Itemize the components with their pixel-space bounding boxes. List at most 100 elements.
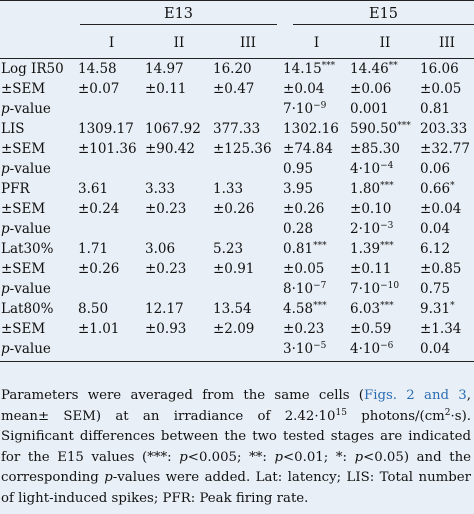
- table-cell: [213, 159, 283, 179]
- table-cell: 377.33: [213, 121, 261, 137]
- table-cell: ±0.24: [78, 201, 120, 217]
- table-cell: ±0.59: [350, 321, 392, 337]
- table-cell: [145, 159, 213, 179]
- stage-stub: [0, 28, 78, 59]
- table-cell: 0.001: [350, 101, 389, 117]
- table-cell: ±0.05: [283, 261, 325, 277]
- table-cell: ±0.11: [145, 81, 187, 97]
- table-cell: ±0.26: [213, 201, 255, 217]
- table-row: Lat30% 1.71 3.06 5.23 0.81*** 1.39*** 6.12: [0, 239, 474, 259]
- table-row: ±SEM ±0.07 ±0.11 ±0.47 ±0.04 ±0.06 ±0.05: [0, 79, 474, 99]
- table-cell: ±0.10: [350, 201, 392, 217]
- row-label: ±SEM: [1, 81, 46, 97]
- table-cell: [213, 339, 283, 359]
- table-cell: 8·10−7: [283, 281, 327, 297]
- table-row: LIS 1309.17 1067.92 377.33 1302.16 590.50*** 2…: [0, 119, 474, 139]
- row-label: p-value: [1, 281, 51, 297]
- significance-mark: *: [450, 301, 455, 311]
- table-cell: [145, 219, 213, 239]
- table-row: p-value 0.95 4·10−4 0.06: [0, 159, 474, 179]
- table-cell: 4·10−4: [350, 161, 394, 177]
- row-label: p-value: [1, 221, 51, 237]
- header-stub: [0, 0, 78, 28]
- group-header-e15: E15: [283, 0, 474, 28]
- table-cell: 16.20: [213, 61, 252, 77]
- table-cell: 0.75: [420, 281, 451, 297]
- table-cell: 7·10−9: [283, 101, 327, 117]
- table-cell: 1309.17: [78, 121, 134, 137]
- row-label: ±SEM: [1, 141, 46, 157]
- table-cell: 3.61: [78, 181, 109, 197]
- stage-header: III: [420, 28, 474, 59]
- table-cell: ±0.91: [213, 261, 255, 277]
- table-cell: [78, 99, 145, 119]
- stage-header: I: [78, 28, 145, 59]
- table-cell: ±74.84: [283, 141, 333, 157]
- table-cell: 14.15***: [283, 61, 336, 77]
- table-cell: 3·10−5: [283, 341, 327, 357]
- table-cell: 0.95: [283, 161, 314, 177]
- table-cell: ±0.93: [145, 321, 187, 337]
- table-cell: 6.12: [420, 241, 451, 257]
- table-row: ±SEM ±0.26 ±0.23 ±0.91 ±0.05 ±0.11 ±0.85: [0, 259, 474, 279]
- row-label: p-value: [1, 101, 51, 117]
- table-cell: 0.04: [420, 221, 451, 237]
- table-cell: 14.97: [145, 61, 184, 77]
- table-cell: ±1.01: [78, 321, 120, 337]
- table-cell: [213, 219, 283, 239]
- table-cell: 1067.92: [145, 121, 201, 137]
- table-cell: 1.39***: [350, 241, 394, 257]
- row-label: Lat80%: [1, 301, 54, 317]
- table-cell: 3.33: [145, 181, 176, 197]
- table-cell: ±0.04: [420, 201, 462, 217]
- table-row: p-value 8·10−7 7·10−10 0.75: [0, 279, 474, 299]
- table-cell: ±0.05: [420, 81, 462, 97]
- table-cell: 3.95: [283, 181, 314, 197]
- significance-mark: ***: [380, 301, 394, 311]
- row-label: p-value: [1, 341, 51, 357]
- table-cell: ±0.07: [78, 81, 120, 97]
- group-header-e13: E13: [78, 0, 284, 28]
- table-cell: 0.06: [420, 161, 451, 177]
- table-cell: 1.80***: [350, 181, 394, 197]
- table-cell: 0.04: [420, 341, 451, 357]
- significance-mark: −4: [380, 161, 394, 171]
- table-cell: ±0.26: [283, 201, 325, 217]
- row-label: Log IR50: [1, 61, 64, 77]
- figure-link[interactable]: Figs. 2 and 3: [363, 388, 467, 403]
- table-cell: 14.58: [78, 61, 117, 77]
- table-cell: ±125.36: [213, 141, 272, 157]
- group-label-e13: E13: [80, 4, 278, 25]
- significance-mark: −3: [380, 221, 394, 231]
- table-row: ±SEM ±1.01 ±0.93 ±2.09 ±0.23 ±0.59 ±1.34: [0, 319, 474, 339]
- table-cell: [78, 219, 145, 239]
- table-cell: ±0.26: [78, 261, 120, 277]
- significance-mark: *: [450, 181, 455, 191]
- table-cell: 1302.16: [283, 121, 339, 137]
- table-cell: 4.58***: [283, 301, 327, 317]
- table-cell: 3.06: [145, 241, 176, 257]
- significance-mark: ***: [380, 241, 394, 251]
- table-cell: 1.71: [78, 241, 109, 257]
- table-row: PFR 3.61 3.33 1.33 3.95 1.80*** 0.66*: [0, 179, 474, 199]
- table-cell: 9.31*: [420, 301, 455, 317]
- table-cell: [145, 99, 213, 119]
- row-label: ±SEM: [1, 201, 46, 217]
- table-cell: ±0.06: [350, 81, 392, 97]
- stage-header: II: [145, 28, 213, 59]
- row-label: Lat30%: [1, 241, 54, 257]
- table-cell: ±1.34: [420, 321, 462, 337]
- table-cell: [78, 159, 145, 179]
- significance-mark: −10: [380, 281, 400, 291]
- table-cell: ±90.42: [145, 141, 195, 157]
- table-cell: ±0.04: [283, 81, 325, 97]
- table-cell: 0.81: [420, 101, 451, 117]
- significance-mark: −9: [313, 101, 327, 111]
- table-cell: ±2.09: [213, 321, 255, 337]
- table-row: Lat80% 8.50 12.17 13.54 4.58*** 6.03*** 9.31*: [0, 299, 474, 319]
- table-cell: ±32.77: [420, 141, 470, 157]
- table-cell: 4·10−6: [350, 341, 394, 357]
- stage-header: I: [283, 28, 351, 59]
- row-label: PFR: [1, 181, 30, 197]
- table-cell: 590.50***: [350, 121, 411, 137]
